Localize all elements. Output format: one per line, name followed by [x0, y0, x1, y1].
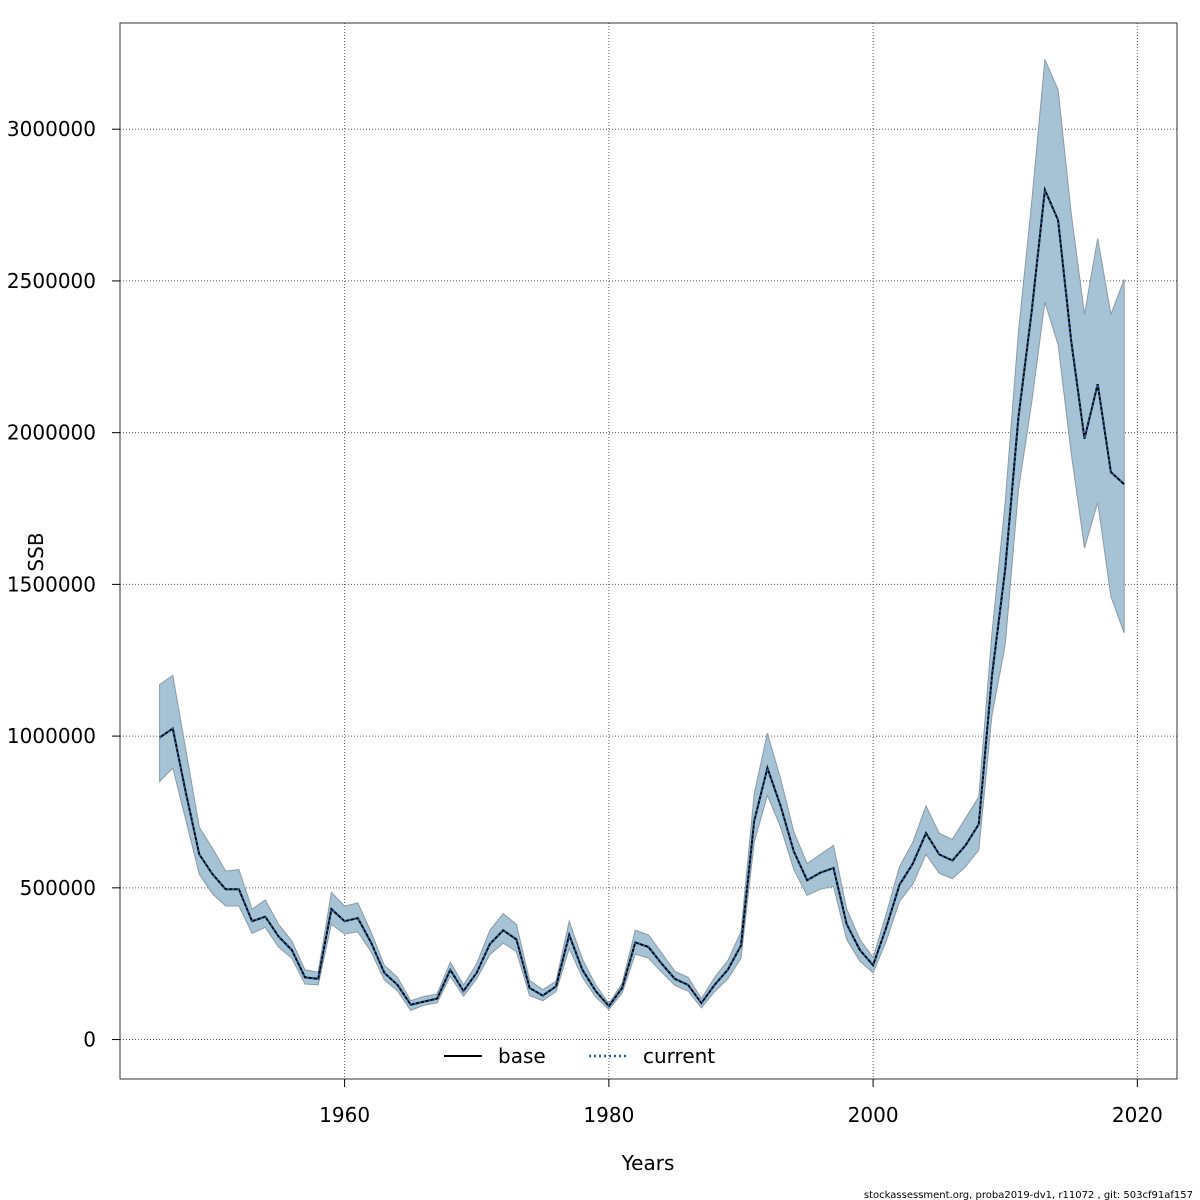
legend-label-current: current: [643, 1044, 715, 1068]
x-tick-label-2000: 2000: [848, 1103, 899, 1127]
series-line-current: [158, 185, 1125, 1008]
footer-note: stockassessment.org, proba2019-dv1, r110…: [864, 1190, 1193, 1200]
y-tick-label-2000000: 2000000: [7, 421, 96, 445]
legend-label-base: base: [498, 1044, 546, 1068]
x-tick-label-1960: 1960: [319, 1103, 370, 1127]
y-tick-label-1000000: 1000000: [7, 724, 96, 748]
grid-lines: [120, 23, 1177, 1079]
x-tick-label-1980: 1980: [583, 1103, 634, 1127]
x-axis: 1960 1980 2000 2020: [319, 1079, 1163, 1127]
x-axis-label: Years: [621, 1151, 675, 1175]
y-tick-label-0: 0: [83, 1028, 96, 1052]
x-tick-label-2020: 2020: [1112, 1103, 1163, 1127]
series-line-base: [159, 186, 1125, 1008]
y-tick-label-2500000: 2500000: [7, 269, 96, 293]
y-tick-label-500000: 500000: [20, 876, 96, 900]
confidence-band: [159, 59, 1125, 1012]
y-tick-label-3000000: 3000000: [7, 117, 96, 141]
y-axis: 0 500000 1000000 1500000 2000000 2500000 30000…: [7, 117, 120, 1052]
y-axis-label: SSB: [24, 532, 48, 571]
legend: base current: [444, 1044, 715, 1068]
plot-frame: [119, 22, 1178, 1080]
y-tick-label-1500000: 1500000: [7, 572, 96, 596]
